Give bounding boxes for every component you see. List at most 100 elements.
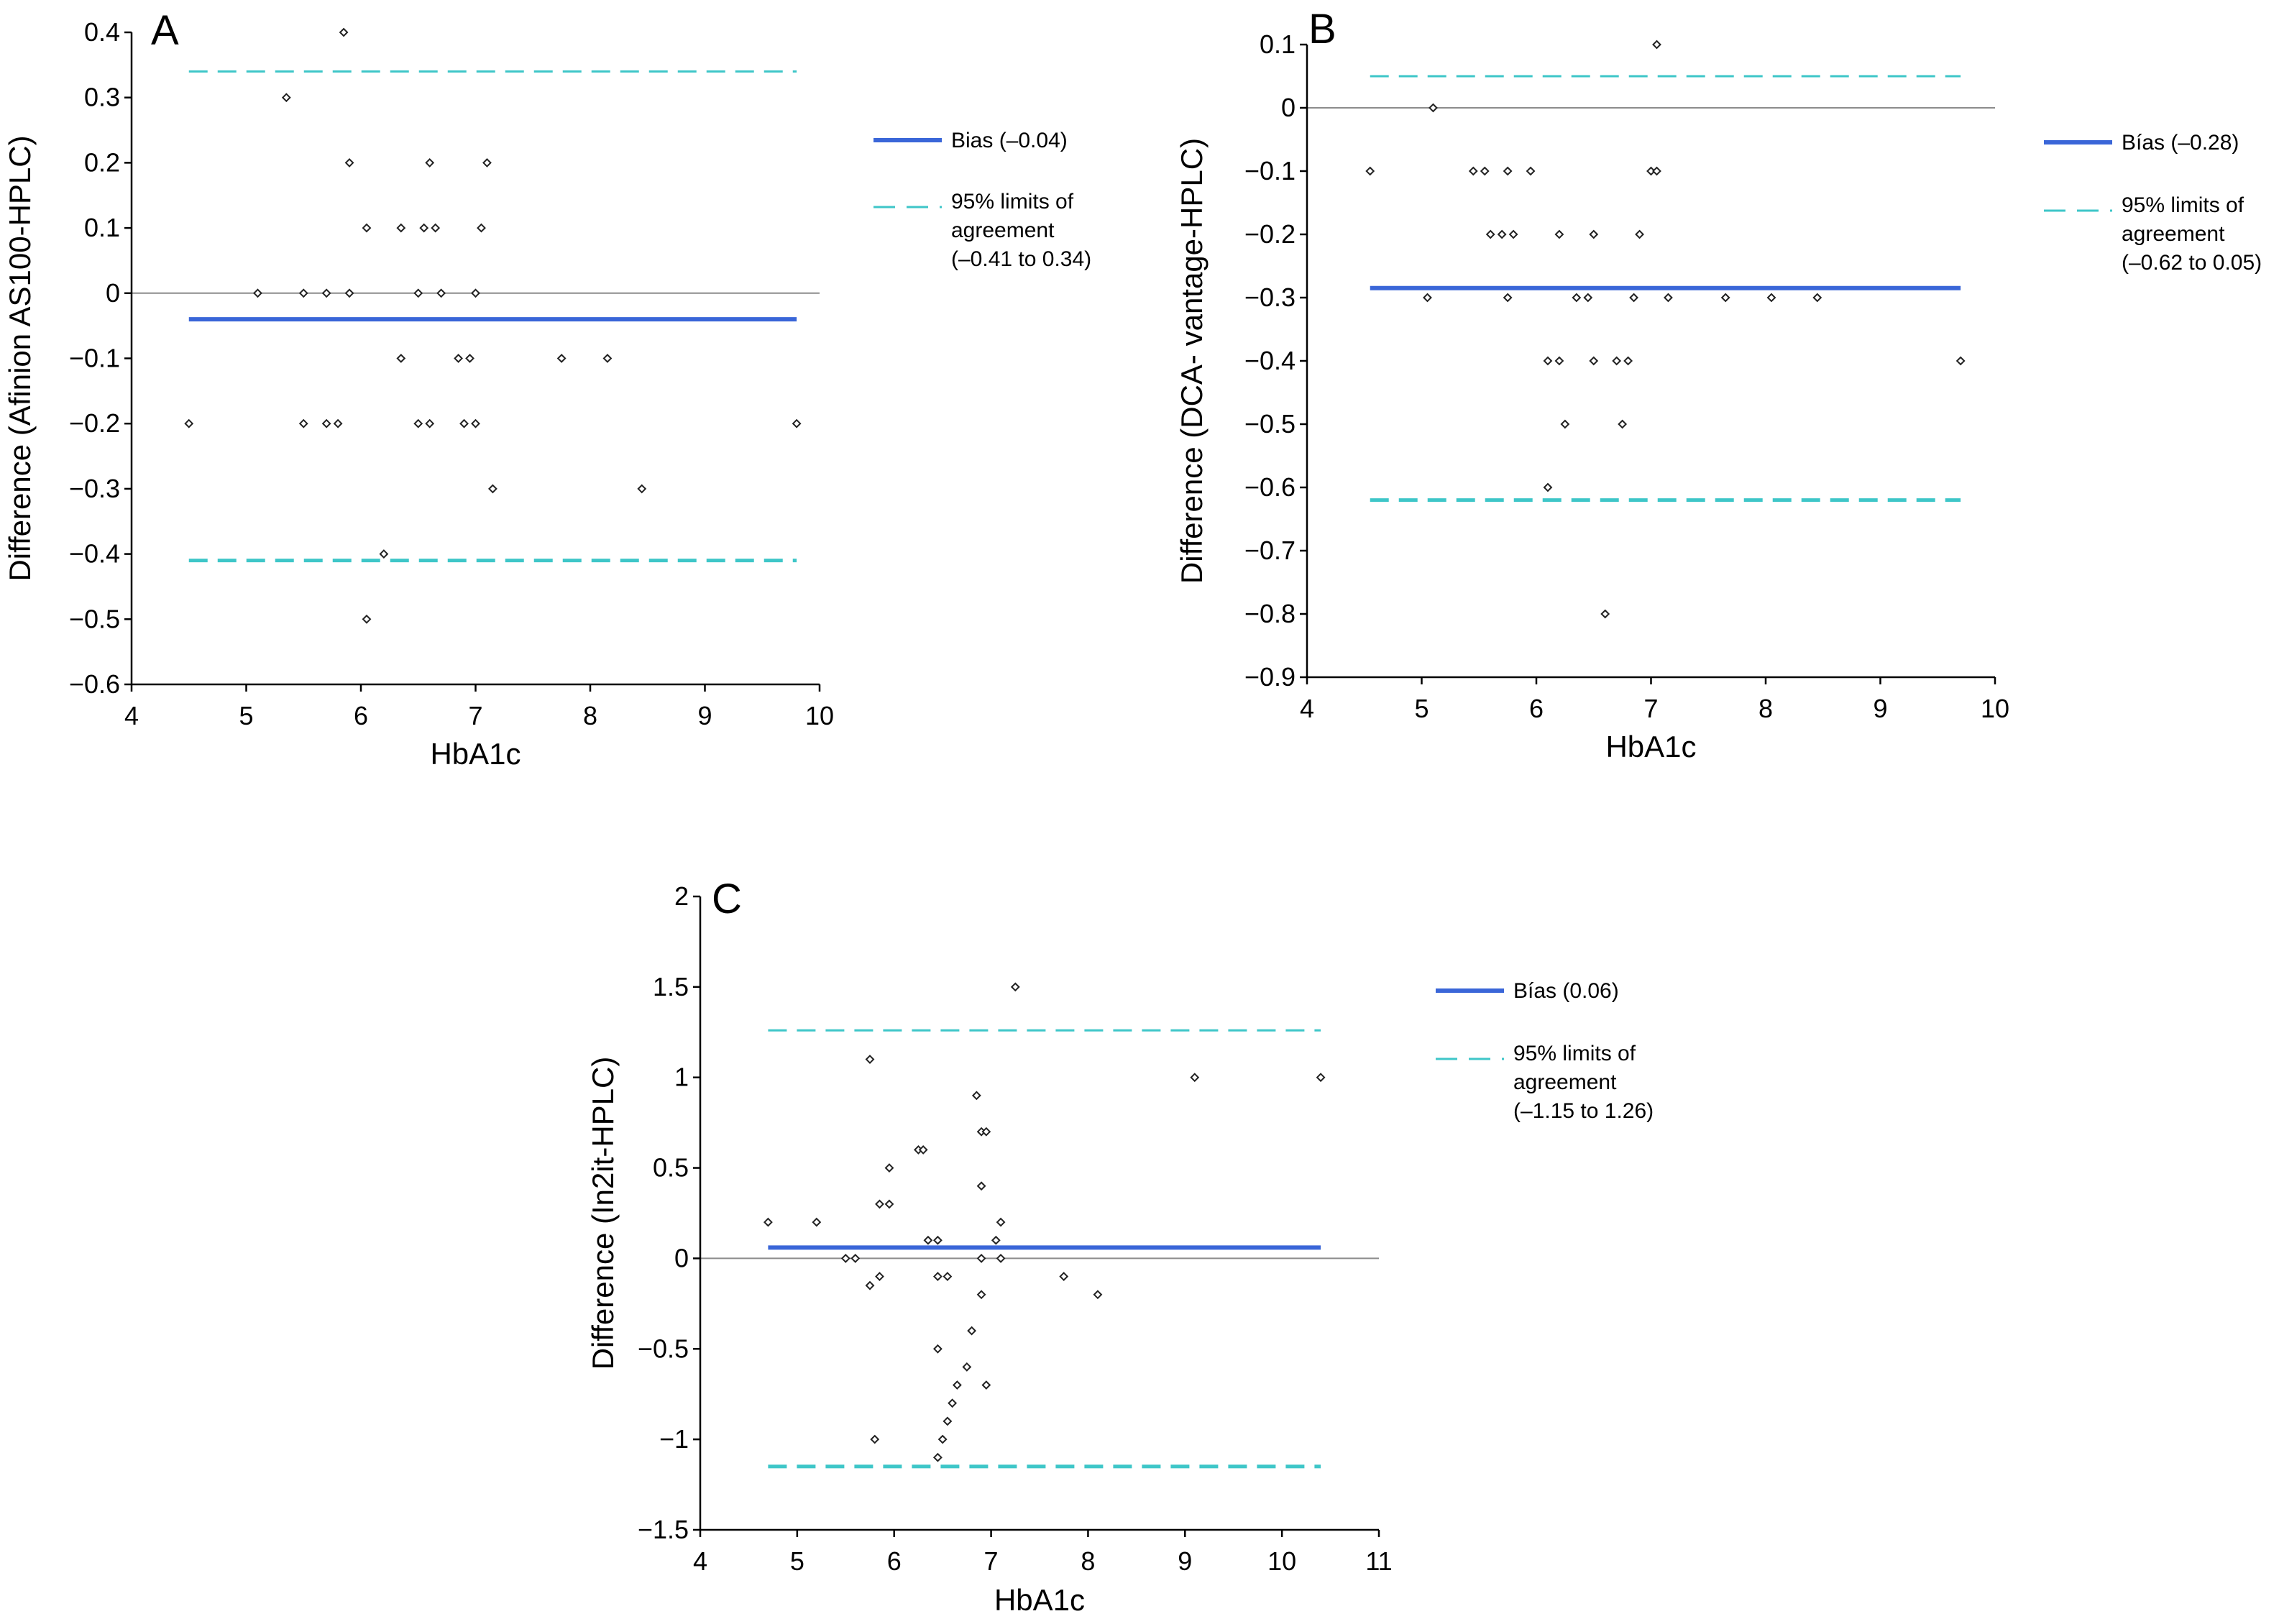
- data-point: [937, 1434, 948, 1444]
- data-point: [763, 1217, 773, 1227]
- data-point: [1543, 356, 1553, 366]
- data-point: [1316, 1073, 1326, 1083]
- data-point: [923, 1235, 933, 1245]
- y-tick-label: −0.6: [1244, 472, 1296, 502]
- x-axis-label: HbA1c: [994, 1583, 1085, 1617]
- data-point: [1652, 166, 1661, 176]
- x-tick-label: 4: [693, 1546, 707, 1576]
- y-tick-label: 0: [1281, 93, 1296, 122]
- y-tick-label: −0.2: [1244, 219, 1296, 249]
- data-point: [379, 549, 389, 559]
- data-point: [792, 418, 802, 428]
- x-tick-label: 8: [583, 701, 597, 730]
- data-point: [875, 1199, 884, 1209]
- data-point: [1010, 982, 1020, 992]
- data-point: [1429, 103, 1438, 113]
- data-point: [996, 1217, 1006, 1227]
- panel-letter: C: [712, 876, 742, 922]
- data-point: [459, 418, 469, 428]
- data-point: [1589, 356, 1599, 366]
- data-point: [482, 157, 492, 168]
- data-point: [1543, 482, 1553, 492]
- data-point: [1480, 166, 1490, 176]
- y-tick-label: −0.9: [1244, 662, 1296, 692]
- data-point: [1812, 293, 1822, 303]
- data-point: [419, 223, 429, 233]
- data-point: [840, 1254, 850, 1263]
- panel-c: C −1.5 −1 −0.5 0 0.5 1 1.5 2 4 5 6 7 8 9 10 11 HbA1c Diffe…: [586, 876, 1654, 1617]
- data-point: [1485, 229, 1495, 239]
- y-tick-label: −0.3: [69, 474, 120, 503]
- panel-letter: A: [151, 7, 179, 54]
- data-point: [1059, 1272, 1069, 1282]
- y-tick-label: −0.6: [69, 669, 120, 699]
- data-point: [362, 614, 372, 624]
- data-point: [932, 1235, 943, 1245]
- data-point: [1583, 293, 1593, 303]
- y-tick-label: 0.3: [84, 83, 120, 112]
- y-tick-label: −0.4: [69, 539, 120, 569]
- x-tick-label: 5: [790, 1546, 804, 1576]
- y-tick-label: −0.1: [69, 344, 120, 373]
- data-point: [333, 418, 343, 428]
- x-tick-label: 10: [1267, 1546, 1296, 1576]
- data-point: [812, 1217, 822, 1227]
- y-tick-label: −1.5: [638, 1515, 689, 1544]
- data-point: [918, 1144, 928, 1155]
- x-tick-label: 7: [984, 1546, 999, 1576]
- data-point: [1508, 229, 1518, 239]
- x-axis-label: HbA1c: [430, 737, 521, 771]
- data-point: [413, 288, 423, 298]
- data-point: [996, 1254, 1006, 1263]
- x-tick-label: 4: [124, 701, 139, 730]
- data-point: [932, 1452, 943, 1462]
- y-tick-label: −0.3: [1244, 283, 1296, 312]
- legend-limits-label: 95% limits of: [951, 190, 1074, 214]
- y-axis-label: Difference (In2it-HPLC): [586, 1057, 620, 1370]
- data-point: [932, 1272, 943, 1282]
- y-tick-label: −0.5: [638, 1334, 689, 1363]
- data-point: [875, 1272, 884, 1282]
- data-point: [396, 354, 406, 363]
- data-point: [1554, 229, 1564, 239]
- data-point: [1560, 419, 1570, 429]
- data-point: [602, 354, 613, 363]
- data-point: [1093, 1290, 1103, 1300]
- data-point: [1468, 166, 1478, 176]
- y-tick-label: 1: [674, 1063, 689, 1092]
- legend-bias-label: Bías (–0.28): [2122, 131, 2239, 155]
- legend-limits-label: agreement: [1513, 1070, 1617, 1094]
- data-point: [952, 1380, 962, 1390]
- x-tick-label: 10: [1981, 694, 2009, 723]
- x-tick-label: 9: [1873, 694, 1887, 723]
- data-point: [1423, 293, 1432, 303]
- legend-bias-label: Bias (–0.04): [951, 129, 1068, 152]
- data-point: [362, 223, 372, 233]
- data-point: [471, 288, 480, 298]
- data-point: [865, 1055, 875, 1064]
- data-point: [184, 418, 194, 428]
- legend-limits-label: (–0.41 to 0.34): [951, 247, 1091, 271]
- y-tick-label: −0.2: [69, 408, 120, 438]
- data-point: [870, 1434, 880, 1444]
- x-tick-label: 9: [1178, 1546, 1192, 1576]
- x-tick-label: 7: [468, 701, 482, 730]
- data-point: [943, 1416, 953, 1426]
- data-point: [971, 1091, 981, 1101]
- data-point: [339, 27, 349, 37]
- data-point: [425, 418, 435, 428]
- y-tick-label: −0.7: [1244, 536, 1296, 565]
- data-point: [1612, 356, 1622, 366]
- data-point: [637, 484, 647, 494]
- data-point: [976, 1290, 986, 1300]
- data-point: [413, 418, 423, 428]
- data-point: [991, 1235, 1001, 1245]
- data-point: [932, 1344, 943, 1354]
- data-point: [431, 223, 441, 233]
- data-point: [1365, 166, 1375, 176]
- data-point: [344, 157, 354, 168]
- data-point: [477, 223, 486, 233]
- data-point: [454, 354, 463, 363]
- legend: Bías (0.06) 95% limits of agreement (–1.15 …: [1436, 979, 1654, 1123]
